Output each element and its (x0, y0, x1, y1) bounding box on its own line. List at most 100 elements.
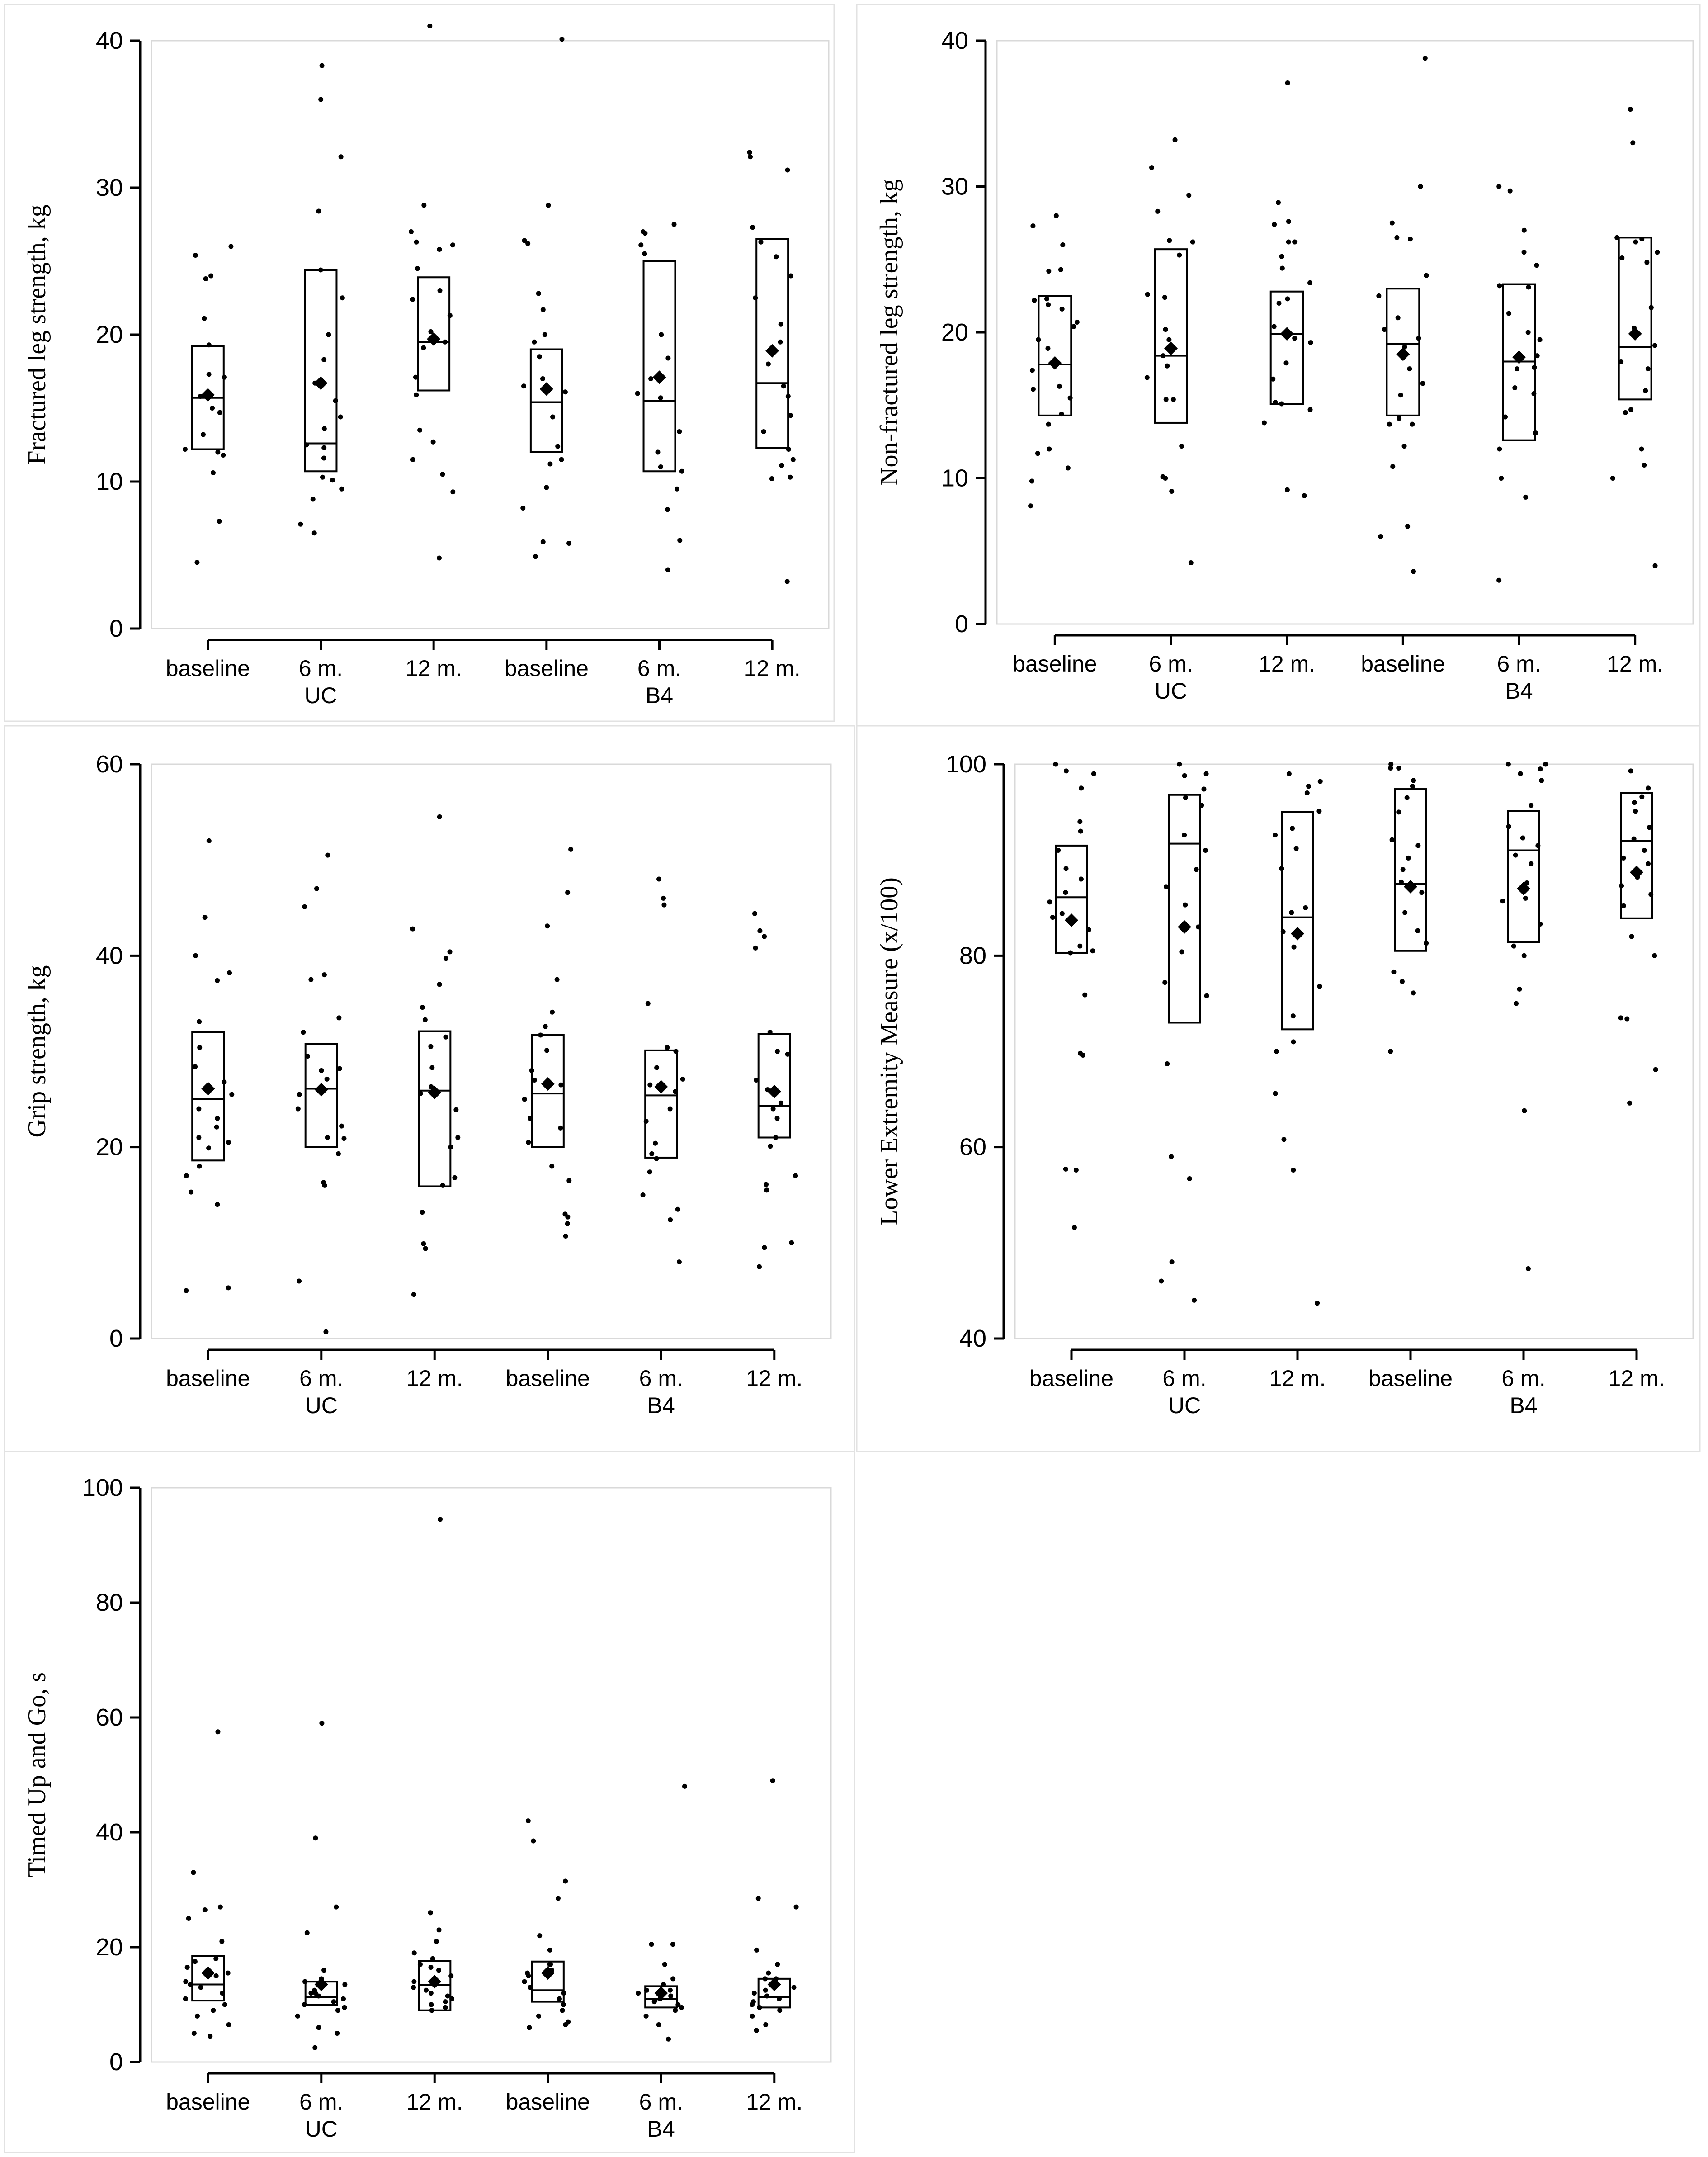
y-tick-label: 20 (96, 321, 123, 348)
data-point (225, 1970, 231, 1976)
data-point (662, 1962, 667, 1967)
panel-frame (4, 4, 835, 722)
data-point (437, 1517, 443, 1522)
x-tick-label-12-m: 12 m. (1608, 1366, 1665, 1391)
data-point (793, 1173, 798, 1178)
data-point (645, 1001, 651, 1006)
data-point (1390, 464, 1396, 469)
data-point (1082, 992, 1088, 998)
data-point (1071, 1225, 1077, 1230)
data-point (1285, 296, 1290, 302)
data-point (206, 372, 212, 377)
data-point (1543, 762, 1548, 767)
data-point (184, 1964, 190, 1970)
data-point (563, 1878, 568, 1884)
data-point (1388, 1049, 1393, 1054)
data-point (1505, 762, 1511, 767)
data-point (788, 474, 793, 480)
data-point (1623, 410, 1628, 415)
data-point (1538, 766, 1543, 772)
data-point (1272, 222, 1277, 227)
data-point (334, 1904, 339, 1910)
data-point (785, 394, 791, 399)
mean-marker (1512, 350, 1526, 364)
panel-frame (856, 725, 1701, 1452)
data-point (312, 380, 318, 386)
data-point (1389, 220, 1395, 226)
mean-marker (654, 1986, 668, 2000)
data-point (750, 2002, 755, 2007)
data-point (1506, 311, 1512, 316)
data-point (184, 1173, 189, 1178)
mean-marker (1291, 927, 1304, 941)
data-point (1290, 1013, 1296, 1019)
x-tick-label-12-m: 12 m. (746, 1366, 802, 1391)
data-point (1539, 778, 1544, 783)
data-point (436, 1927, 442, 1933)
data-point (325, 1135, 330, 1140)
y-tick-label: 0 (109, 1325, 123, 1352)
data-point (566, 1178, 572, 1183)
data-point (1532, 364, 1537, 370)
data-point (415, 266, 420, 271)
chart-panel-grip-strength: 0 20 40 60 Grip strength, kg baseline 6 m. 12 m… (4, 725, 855, 1452)
data-point (680, 1076, 685, 1082)
data-point (182, 447, 188, 452)
iqr-box (1394, 788, 1427, 952)
mean-marker (1396, 347, 1410, 361)
data-point (228, 244, 234, 249)
data-point (417, 427, 423, 433)
data-point (1621, 855, 1626, 861)
data-point (1497, 283, 1502, 289)
data-point (661, 902, 667, 908)
data-point (682, 1783, 688, 1789)
data-point (428, 1991, 434, 1996)
data-point (448, 1973, 454, 1978)
data-point (222, 1079, 227, 1085)
data-point (1071, 324, 1076, 329)
data-point (561, 2002, 566, 2007)
data-point (1177, 252, 1182, 258)
data-point (1534, 353, 1540, 359)
data-point (437, 814, 442, 819)
iqr-box (1620, 792, 1653, 919)
data-point (193, 953, 198, 958)
data-point (661, 1982, 666, 1987)
data-point (765, 361, 771, 367)
data-point (319, 63, 325, 68)
data-point (448, 1145, 453, 1150)
y-axis-title: Non-fractured leg strength, kg (875, 179, 903, 486)
data-point (649, 1151, 655, 1156)
iqr-box (1618, 237, 1652, 401)
data-point (546, 203, 551, 208)
data-point (1535, 843, 1541, 848)
data-point (422, 1017, 428, 1022)
data-point (770, 1778, 775, 1783)
data-point (565, 1214, 571, 1220)
data-point (447, 949, 453, 955)
data-point (305, 1054, 310, 1059)
data-point (455, 1135, 461, 1140)
data-point (450, 242, 455, 248)
data-point (202, 915, 208, 920)
data-point (342, 1982, 348, 1987)
data-point (1074, 319, 1080, 325)
iqr-box (191, 1031, 225, 1162)
data-point (219, 1939, 225, 1944)
data-point (1032, 298, 1037, 303)
data-point (1416, 336, 1421, 341)
data-point (1286, 219, 1291, 224)
data-point (522, 1979, 527, 1984)
plot-region (996, 40, 1694, 625)
data-point (333, 398, 338, 403)
plot-region (151, 1487, 832, 2063)
data-point (767, 1030, 773, 1035)
data-point (1396, 809, 1401, 815)
data-point (411, 1985, 416, 1990)
data-point (1402, 344, 1407, 350)
data-point (215, 1116, 220, 1121)
chart-panel-non-fractured-leg-strength: 0 10 20 30 40 Non-fractured leg strength, kg b… (856, 4, 1701, 727)
data-point (213, 1956, 219, 1961)
x-tick-label-6-m: 6 m. (299, 1366, 343, 1391)
y-tick-label: 40 (941, 27, 968, 54)
